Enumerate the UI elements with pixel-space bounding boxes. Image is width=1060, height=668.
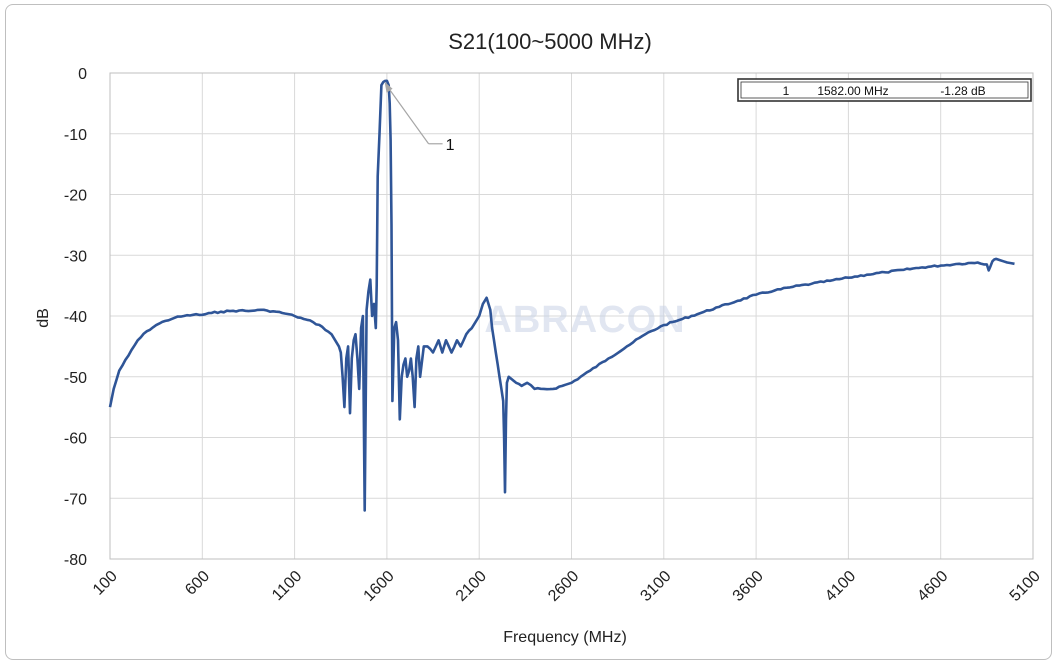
marker-readout-box: 1 1582.00 MHz -1.28 dB bbox=[737, 78, 1032, 102]
x-tick-label: 4600 bbox=[914, 568, 951, 605]
marker-readout-id: 1 bbox=[783, 84, 790, 98]
marker-readout-frequency: 1582.00 MHz bbox=[817, 84, 888, 98]
y-tick-label: -70 bbox=[64, 491, 87, 508]
plot-area bbox=[109, 72, 1034, 560]
x-tick-label: 5100 bbox=[1007, 568, 1044, 605]
y-tick-label: -50 bbox=[64, 370, 87, 387]
marker-arrow-icon bbox=[384, 81, 393, 93]
x-tick-label: 3600 bbox=[730, 568, 767, 605]
y-tick-labels: 0 -10 -20 -30 -40 -50 -60 -70 -80 bbox=[64, 66, 87, 569]
x-tick-label: 100 bbox=[90, 568, 121, 599]
series-line-s21 bbox=[108, 79, 1015, 512]
y-tick-label: 0 bbox=[78, 66, 87, 83]
x-tick-label: 2600 bbox=[545, 568, 582, 605]
marker-readout-value: -1.28 dB bbox=[940, 84, 985, 98]
x-tick-label: 600 bbox=[182, 568, 213, 599]
x-axis-label: Frequency (MHz) bbox=[503, 629, 627, 646]
x-tick-label: 2100 bbox=[453, 568, 490, 605]
y-tick-label: -20 bbox=[64, 188, 87, 205]
chart-frame bbox=[5, 4, 1052, 660]
y-axis-label: dB bbox=[35, 308, 52, 328]
y-tick-label: -80 bbox=[64, 552, 87, 569]
y-tick-label: -30 bbox=[64, 248, 87, 265]
y-tick-label: -10 bbox=[64, 127, 87, 144]
x-tick-label: 4100 bbox=[822, 568, 859, 605]
marker-callout-leader bbox=[387, 86, 430, 145]
x-tick-label: 1600 bbox=[361, 568, 398, 605]
marker-callout-label: 1 bbox=[446, 137, 455, 154]
x-tick-label: 3100 bbox=[637, 568, 674, 605]
watermark-text: ABRACON bbox=[484, 299, 685, 341]
chart-title: S21(100~5000 MHz) bbox=[448, 29, 652, 54]
y-tick-label: -40 bbox=[64, 309, 87, 326]
x-tick-label: 1100 bbox=[269, 568, 305, 604]
x-tick-labels: 100 600 1100 1600 2100 2600 3100 3600 4100 4600 51… bbox=[90, 568, 1044, 605]
y-tick-label: -60 bbox=[64, 431, 87, 448]
